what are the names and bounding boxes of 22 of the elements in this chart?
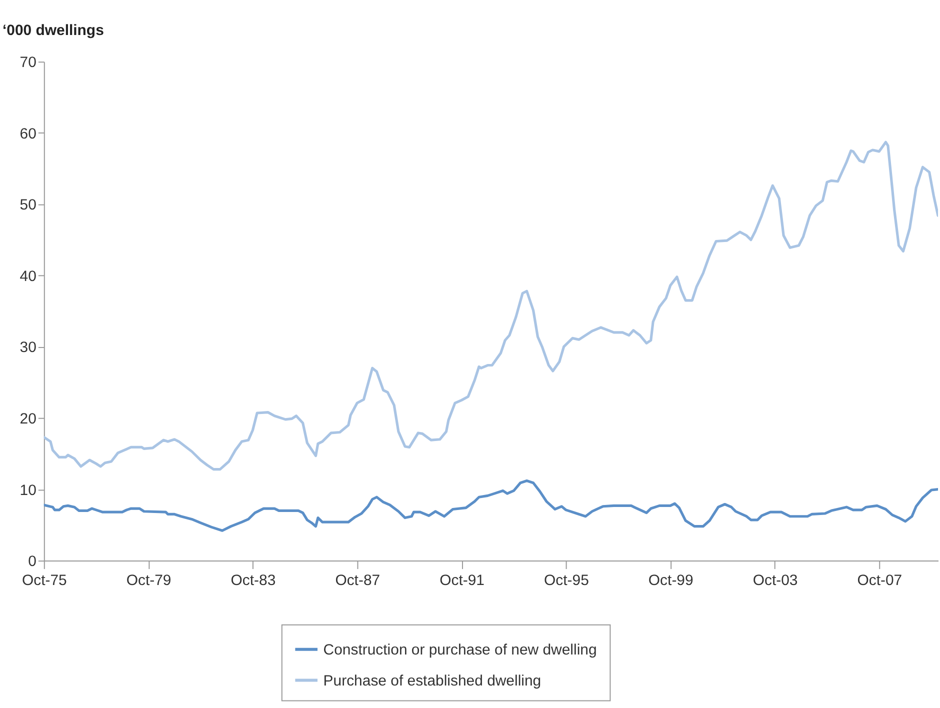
x-tick-label: Oct-99 (648, 572, 694, 590)
x-tick-label: Oct-03 (752, 572, 798, 590)
y-tick-label: 50 (20, 196, 36, 214)
y-tick-label: 10 (20, 482, 36, 499)
line-series (44, 140, 938, 471)
x-tick-label: Oct-87 (335, 572, 380, 590)
x-tick-label: Oct-07 (857, 572, 902, 590)
x-tick-label: Oct-79 (126, 572, 172, 590)
y-tick-label: 70 (20, 54, 36, 72)
y-tick-label: 0 (28, 553, 36, 570)
x-tick-label: Oct-75 (22, 572, 67, 590)
legend-label: Purchase of established dwelling (323, 672, 542, 690)
x-tick-label: Oct-95 (544, 572, 589, 590)
x-tick-label: Oct-91 (440, 572, 484, 590)
y-tick-label: 20 (20, 410, 36, 428)
y-tick-label: 60 (20, 125, 36, 142)
y-tick-label: 30 (20, 339, 36, 356)
line-series (44, 479, 938, 532)
x-tick-label: Oct-83 (230, 572, 276, 590)
y-axis-title: ‘000 dwellings (2, 22, 104, 40)
y-tick-label: 40 (20, 268, 36, 285)
legend-label: Construction or purchase of new dwelling (323, 641, 597, 658)
